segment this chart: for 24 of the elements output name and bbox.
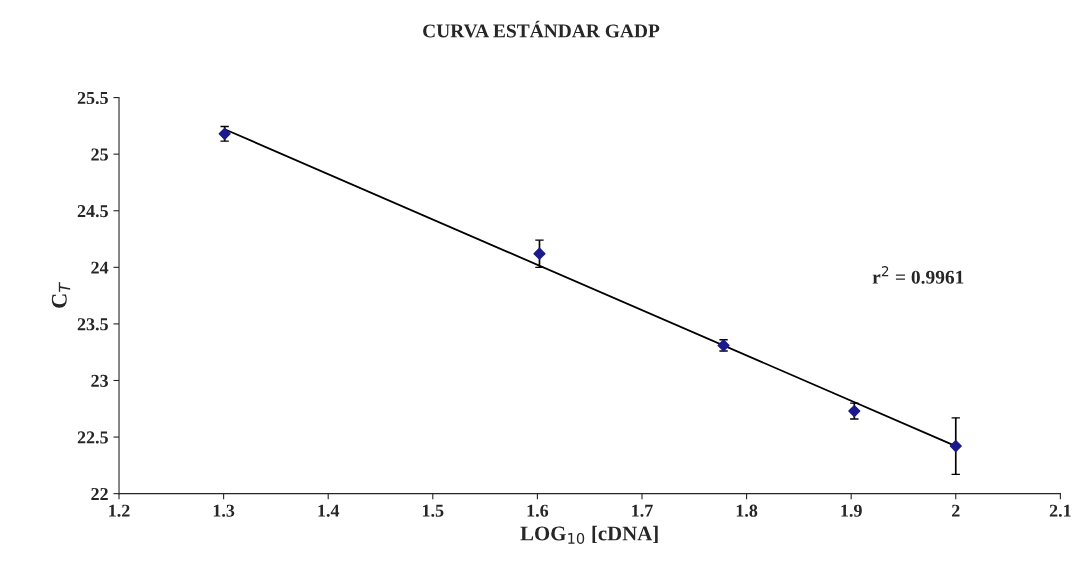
y-tick-label: 22.5	[77, 431, 108, 444]
y-axis-title: C$_{T}$	[51, 282, 71, 308]
x-tick-label: 2.1	[1049, 504, 1071, 517]
y-tick-label: 25	[91, 148, 108, 161]
x-tick-label: 1.9	[841, 504, 862, 517]
x-tick-label: 1.3	[213, 504, 235, 517]
y-tick-label: 25.5	[77, 91, 108, 105]
y-tick-label: 22	[91, 487, 108, 500]
x-axis-title: LOG$_{10}$ [cDNA]	[520, 525, 658, 544]
x-tick-label: 2	[952, 504, 960, 517]
y-tick-label: 23.5	[77, 318, 108, 331]
x-tick-label: 1.2	[109, 504, 130, 517]
x-tick-label: 1.7	[632, 504, 653, 517]
y-tick-label: 23	[91, 374, 108, 387]
x-tick-label: 1.5	[422, 504, 444, 517]
y-tick-label: 24	[91, 261, 109, 274]
y-tick-label: 24.5	[77, 205, 108, 218]
point	[533, 247, 546, 260]
x-tick-label: 1.6	[527, 504, 549, 517]
x-tick-label: 1.8	[736, 504, 758, 517]
point	[949, 440, 962, 453]
x-tick-label: 1.4	[318, 504, 340, 517]
annotation: r$^{2}$ = 0.9961	[872, 266, 964, 284]
chart-title: CURVA ESTÁNDAR GADP	[423, 20, 660, 38]
